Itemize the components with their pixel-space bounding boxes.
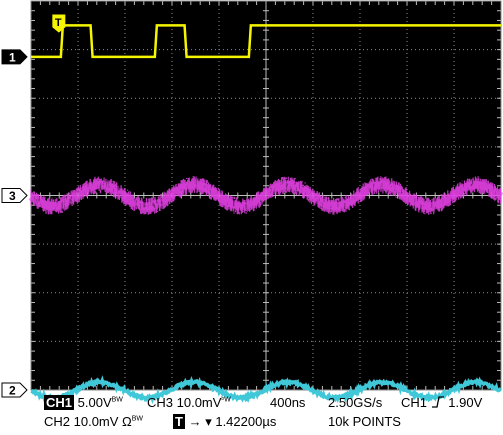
waveform-traces [28, 24, 503, 406]
trigger-position-marker[interactable]: T [52, 14, 66, 33]
trigger-marker-label: T [55, 17, 62, 29]
record-length: 10k POINTS [328, 414, 401, 429]
scope-readout: CH1 5.00VBW CH3 10.0mVᵇW 400ns 2.50GS/s … [0, 392, 503, 435]
trigger-position: 1.42200µs [215, 414, 277, 429]
ch2-bw-mark: BW [131, 415, 144, 423]
ch1-marker-label: 1 [9, 50, 16, 64]
channel-markers: 1 3 2 T [1, 14, 66, 398]
ch3-envelope [28, 180, 503, 211]
ch2-marker-label: 2 [9, 384, 16, 398]
trigger-source: CH1 [401, 395, 428, 410]
ch1-bw-mark-2: W [116, 396, 123, 404]
trigger-position-arrow: → ▾ [188, 414, 212, 429]
ch1-scale: 5.00V [77, 395, 112, 410]
trigger-marker-shape [52, 14, 66, 33]
ch3-marker-label: 3 [9, 189, 16, 203]
trigger-level: 1.90V [448, 395, 483, 410]
rising-edge-icon [431, 396, 444, 408]
ch2-scale: CH2 10.0mV [44, 414, 119, 429]
ch1-marker-shape [1, 49, 28, 65]
trigger-position-badge: T [173, 414, 185, 429]
ohm-icon: Ω [122, 414, 132, 429]
ch1-trace [31, 24, 501, 59]
ch3-scale: CH3 10.0mV [147, 395, 222, 410]
ch2-trace [30, 375, 502, 406]
ch3-bw-mark: ᵇW [221, 396, 231, 404]
ch1-ground-marker[interactable]: 1 [1, 49, 28, 65]
ch1-badge: CH1 [44, 395, 75, 410]
ch3-marker-shape [1, 188, 28, 203]
ch2-marker-shape [1, 382, 28, 398]
ch1-bw-mark: B [111, 396, 117, 404]
ch2-ground-marker[interactable]: 2 [1, 382, 28, 398]
ch3-ground-marker[interactable]: 3 [1, 188, 28, 204]
ch3-trace [28, 176, 503, 215]
sample-rate: 2.50GS/s [328, 395, 383, 410]
timebase: 400ns [270, 395, 306, 410]
